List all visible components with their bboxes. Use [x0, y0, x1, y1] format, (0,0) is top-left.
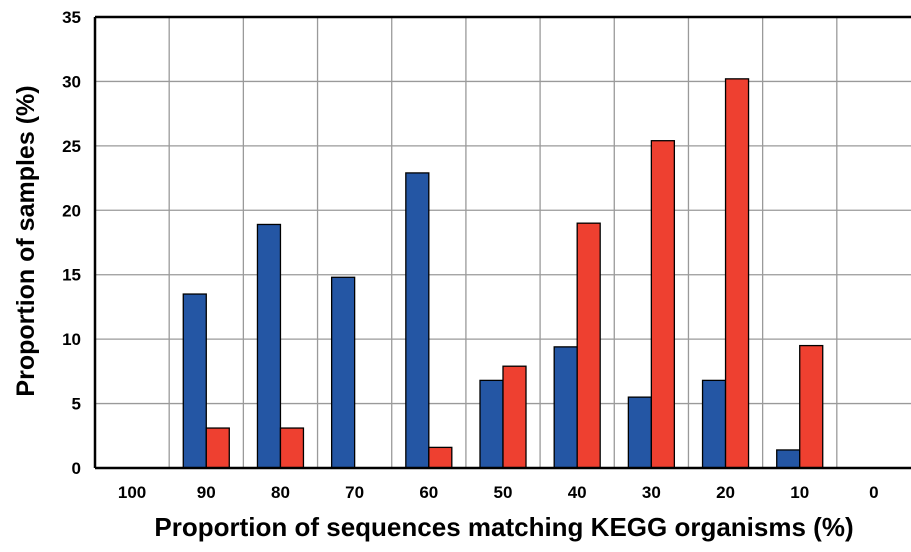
x-tick-label: 80 [271, 483, 290, 502]
bar [330, 276, 356, 469]
x-tick-label: 40 [568, 483, 587, 502]
axes [93, 15, 911, 470]
bar [701, 379, 727, 469]
bar [776, 449, 801, 469]
y-tick-label: 10 [62, 330, 81, 349]
y-axis-title: Proportion of samples (%) [12, 85, 40, 396]
bar [182, 293, 207, 469]
x-tick-label: 100 [118, 483, 146, 502]
bar [205, 427, 230, 469]
x-tick-label: 10 [790, 483, 809, 502]
x-tick-label: 70 [345, 483, 364, 502]
y-tick-label: 25 [62, 137, 81, 156]
bar [428, 446, 453, 469]
x-axis-title: Proportion of sequences matching KEGG or… [154, 512, 853, 542]
x-tick-label: 0 [869, 483, 878, 502]
x-tick-label: 20 [716, 483, 735, 502]
bar [576, 222, 601, 469]
bar [502, 365, 527, 469]
y-tick-label: 15 [62, 266, 81, 285]
bar [724, 78, 750, 469]
y-tick-label: 0 [72, 459, 81, 478]
x-tick-label: 50 [494, 483, 513, 502]
y-tick-label: 30 [62, 72, 81, 91]
y-tick-label: 5 [72, 395, 81, 414]
bar [405, 172, 430, 469]
bar [479, 379, 504, 469]
x-tick-label: 60 [419, 483, 438, 502]
y-tick-label: 20 [62, 201, 81, 220]
bar [799, 344, 824, 469]
bar [650, 140, 676, 469]
x-tick-label: 30 [642, 483, 661, 502]
y-tick-label: 35 [62, 8, 81, 27]
y-tick-labels: 0 5 10 15 20 25 30 35 [62, 8, 81, 478]
bar [279, 427, 305, 469]
bar [553, 346, 578, 469]
bar [627, 396, 653, 469]
bar [256, 223, 282, 469]
x-tick-label: 90 [197, 483, 216, 502]
x-tick-labels: 100 90 80 70 60 50 40 30 20 10 0 [118, 483, 879, 502]
